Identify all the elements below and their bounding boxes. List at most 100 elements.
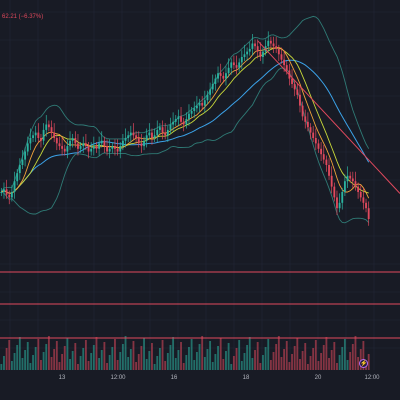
volume-bar [121, 344, 124, 370]
candle-body [16, 173, 19, 182]
event-marker-icon[interactable]: ⚡ [359, 359, 368, 368]
candle-body [92, 146, 95, 149]
volume-bar [145, 359, 148, 370]
candle-body [132, 132, 135, 136]
volume-bar [338, 355, 341, 370]
candle-body [5, 189, 8, 195]
candle-body [238, 62, 241, 68]
candle-body [100, 140, 103, 144]
ma-mid-line [1, 47, 369, 194]
candle-body [172, 121, 175, 125]
volume-bar [203, 357, 206, 370]
volume-bar [158, 348, 161, 370]
candle-body [367, 208, 370, 219]
candle-body [106, 146, 108, 152]
volume-bar [262, 355, 264, 370]
candle-body [306, 121, 309, 128]
volume-bar [82, 348, 85, 370]
candle-body [127, 135, 130, 138]
volume-bar [111, 347, 114, 370]
volume-bar [320, 353, 323, 370]
volume-bar [264, 347, 267, 370]
volume-bar [322, 345, 325, 370]
volume-bar [299, 359, 301, 370]
candle-body [156, 129, 159, 136]
candle-body [40, 138, 42, 141]
volume-bar [18, 337, 21, 370]
volume-bar [100, 350, 103, 370]
candle-body [34, 132, 37, 136]
candle-body [206, 94, 209, 101]
candle-body [116, 148, 119, 152]
volume-bar [209, 341, 212, 370]
candle-body [8, 194, 11, 198]
volume-bar [84, 340, 87, 370]
candle-body [230, 62, 233, 68]
volume-bar [188, 347, 190, 370]
candle-body [299, 94, 301, 106]
volume-bar [77, 364, 79, 370]
volume-bar [288, 362, 291, 370]
volume-bar [116, 360, 119, 370]
candle-body [333, 186, 336, 198]
candle-body [66, 146, 69, 152]
volume-bar [333, 342, 336, 370]
volume-bar [325, 337, 328, 370]
candle-body [351, 178, 354, 182]
candle-body [24, 151, 27, 160]
candle-body [3, 189, 5, 192]
candle-body [365, 202, 367, 209]
candle-body [354, 181, 357, 187]
candle-body [98, 143, 101, 149]
candle-body [320, 148, 323, 155]
x-tick-13: 13 [58, 375, 66, 381]
candle-body [235, 65, 238, 68]
trend-line [257, 40, 400, 194]
candle-body [211, 84, 214, 90]
volume-bar [211, 362, 214, 370]
candle-body [314, 138, 317, 144]
volume-bar [277, 336, 280, 370]
candle-body [185, 119, 188, 125]
volume-bar [269, 360, 272, 370]
candle-body [262, 51, 264, 57]
candle-body [330, 175, 333, 187]
candle-body [174, 119, 177, 122]
volume-bar [10, 361, 13, 370]
volume-bar [243, 353, 246, 370]
candle-body [50, 127, 53, 133]
candle-body [198, 102, 201, 106]
volume-bar [206, 349, 209, 370]
candle-body [193, 108, 196, 111]
volume-bar [47, 336, 50, 370]
candle-body [301, 105, 304, 117]
bollinger-lower-line [1, 67, 370, 224]
volume-bar [185, 355, 188, 370]
volume-bar [214, 354, 217, 370]
volume-bar [280, 357, 283, 370]
volume-bar [108, 355, 111, 370]
candle-body [84, 143, 87, 147]
candle-body [225, 73, 227, 79]
volume-bar [267, 339, 270, 370]
candle-body [55, 138, 58, 144]
volume-bar [177, 350, 180, 370]
volume-bar [336, 363, 338, 370]
volume-bar [195, 352, 198, 370]
candle-body [346, 175, 349, 182]
volume-bar [362, 341, 365, 370]
volume-bar [180, 342, 182, 370]
x-tick-1200-a: 12:00 [110, 375, 126, 381]
candle-body [240, 57, 243, 63]
candle-body [79, 146, 82, 149]
candle-body [328, 165, 330, 176]
candle-body [275, 46, 278, 49]
candle-body [169, 124, 172, 130]
volume-bar [341, 347, 344, 370]
candle-body [103, 140, 106, 147]
volume-bar [95, 337, 98, 370]
candle-body [108, 148, 111, 152]
candle-body [124, 138, 127, 141]
